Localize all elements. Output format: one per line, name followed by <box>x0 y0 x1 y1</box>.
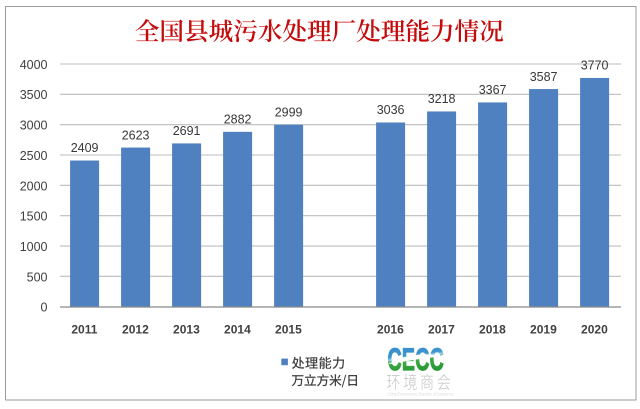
svg-text:China Environment Chamber of C: China Environment Chamber of Commerce <box>388 391 454 396</box>
svg-text:2882: 2882 <box>224 113 252 127</box>
svg-text:3587: 3587 <box>530 70 558 84</box>
svg-text:3500: 3500 <box>20 88 48 102</box>
svg-text:3367: 3367 <box>479 83 507 97</box>
svg-text:2500: 2500 <box>20 149 48 163</box>
svg-text:2014: 2014 <box>224 323 251 337</box>
svg-text:2013: 2013 <box>173 323 200 337</box>
svg-text:1500: 1500 <box>20 210 48 224</box>
svg-text:4000: 4000 <box>20 58 48 72</box>
svg-text:2017: 2017 <box>428 323 455 337</box>
svg-text:2015: 2015 <box>275 323 302 337</box>
svg-text:2999: 2999 <box>275 105 303 119</box>
svg-text:500: 500 <box>27 270 48 284</box>
svg-text:2000: 2000 <box>20 179 48 193</box>
svg-text:3770: 3770 <box>581 59 609 73</box>
svg-text:2691: 2691 <box>173 124 201 138</box>
svg-text:2019: 2019 <box>530 323 557 337</box>
svg-text:CECC: CECC <box>388 341 445 377</box>
svg-text:0: 0 <box>41 301 48 315</box>
svg-text:2623: 2623 <box>122 128 150 142</box>
svg-text:2016: 2016 <box>377 323 404 337</box>
svg-text:2011: 2011 <box>71 323 97 337</box>
svg-text:2012: 2012 <box>122 323 149 337</box>
svg-text:3218: 3218 <box>428 92 456 106</box>
svg-text:2020: 2020 <box>581 323 608 337</box>
svg-text:2018: 2018 <box>479 323 506 337</box>
svg-text:1000: 1000 <box>20 240 48 254</box>
svg-text:3000: 3000 <box>20 119 48 133</box>
svg-text:3036: 3036 <box>377 103 405 117</box>
svg-text:2409: 2409 <box>71 141 99 155</box>
